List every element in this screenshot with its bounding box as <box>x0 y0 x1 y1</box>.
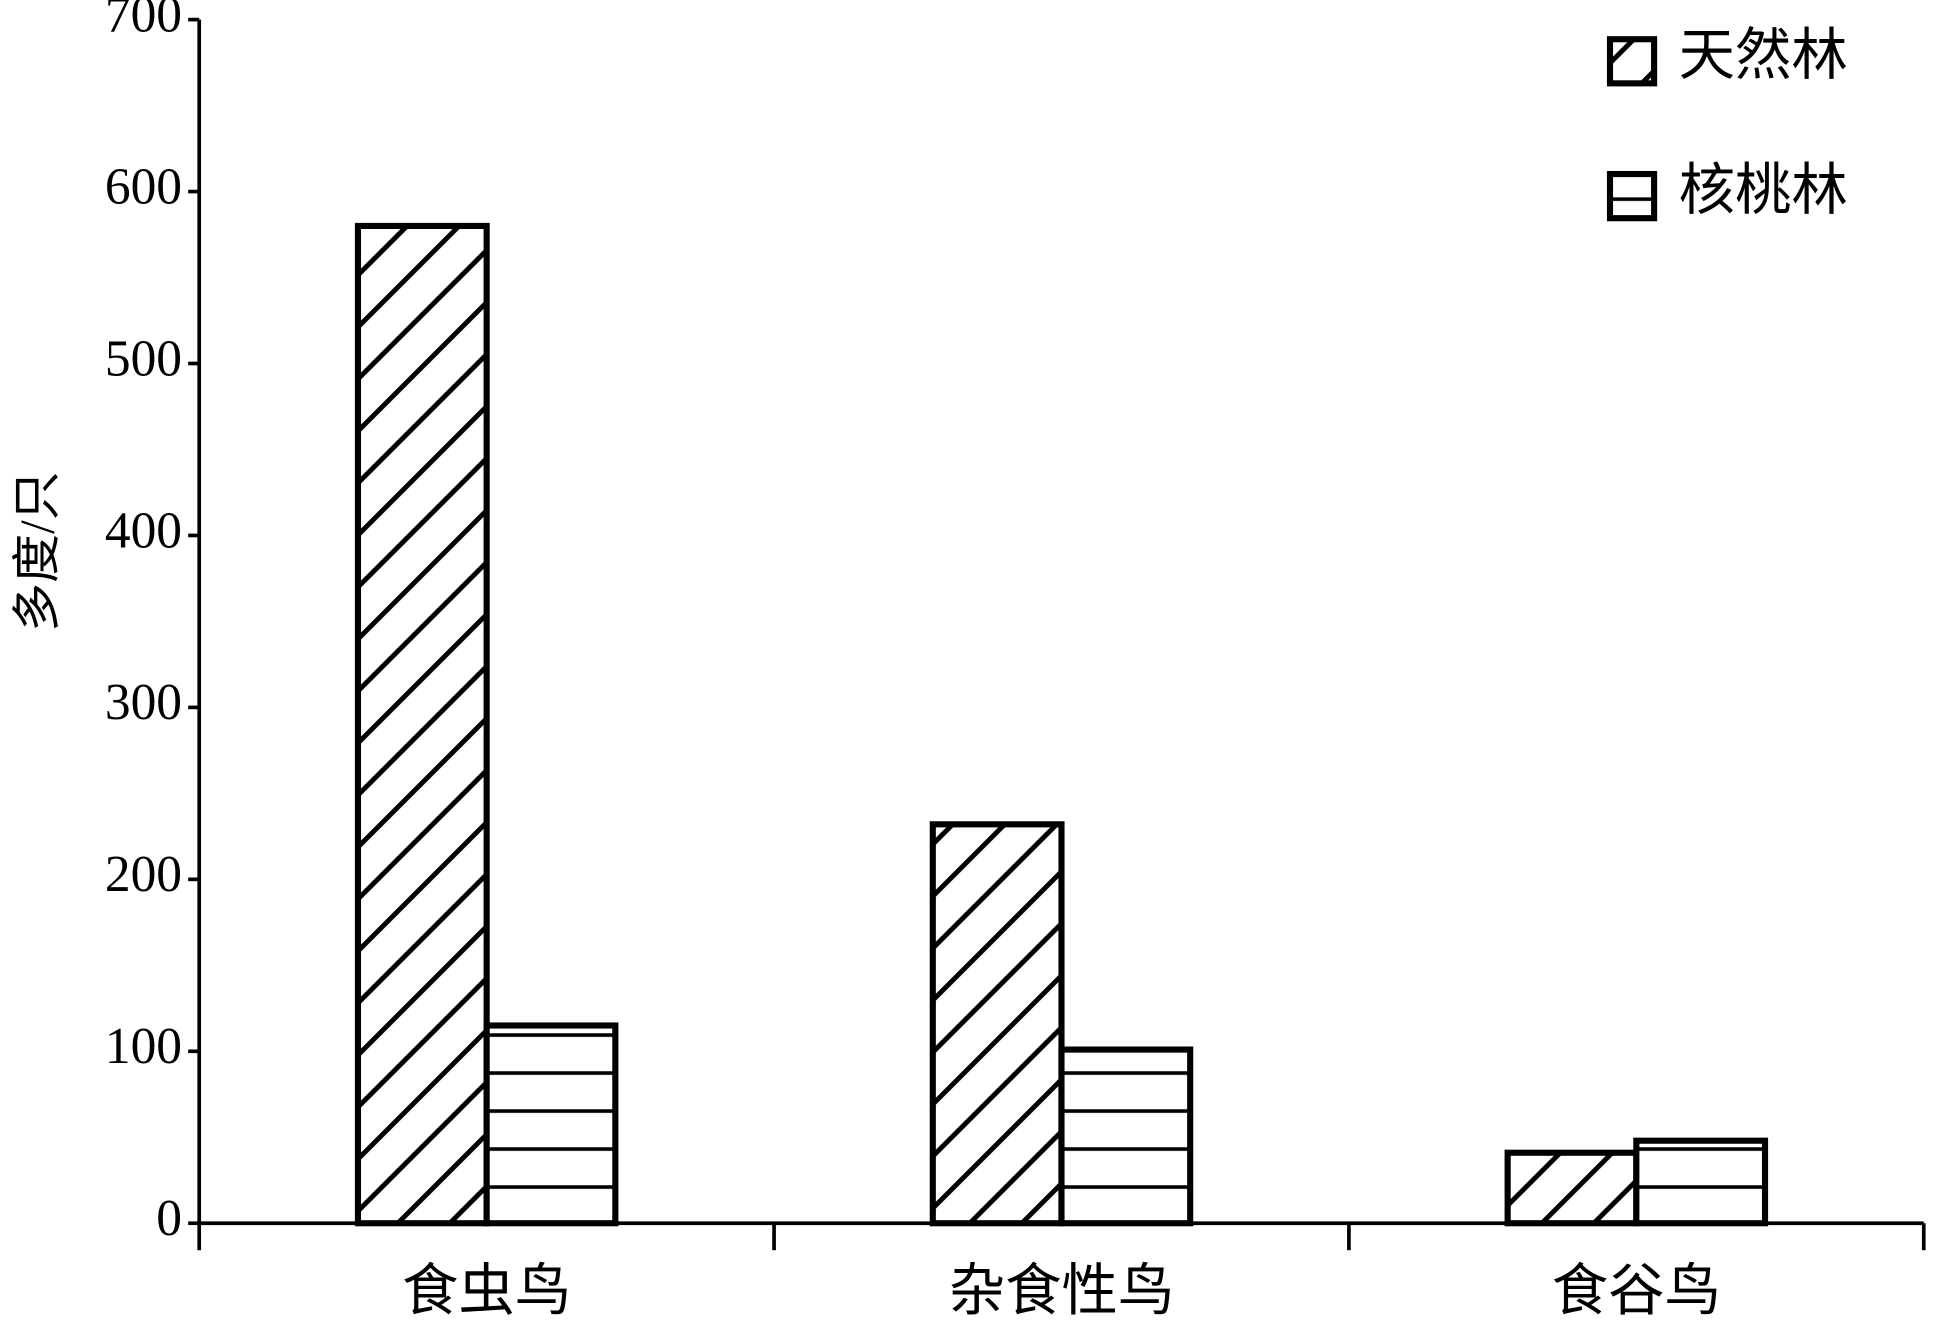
y-tick-label: 400 <box>105 502 182 559</box>
legend-swatch <box>1606 170 1658 222</box>
y-tick-label: 500 <box>105 330 182 387</box>
y-tick-label: 700 <box>105 0 182 43</box>
y-tick-label: 200 <box>105 846 182 903</box>
legend-label: 天然林 <box>1679 25 1848 87</box>
x-tick-label: 杂食性鸟 <box>949 1261 1175 1323</box>
y-axis-label: 多度/只 <box>10 471 65 632</box>
bar <box>483 1022 619 1227</box>
bar <box>1633 1137 1769 1227</box>
legend-swatch <box>1606 36 1658 87</box>
legend-label: 核桃林 <box>1679 160 1848 222</box>
x-tick-label: 食虫鸟 <box>402 1261 571 1323</box>
bar <box>354 222 490 1227</box>
y-tick-label: 0 <box>156 1190 182 1247</box>
y-tick-label: 100 <box>105 1018 182 1075</box>
bar <box>1504 1149 1640 1227</box>
y-tick-label: 600 <box>105 158 182 215</box>
y-tick-label: 300 <box>105 674 182 731</box>
x-tick-label: 食谷鸟 <box>1552 1261 1721 1323</box>
bar <box>1058 1046 1194 1227</box>
bar <box>929 821 1065 1227</box>
